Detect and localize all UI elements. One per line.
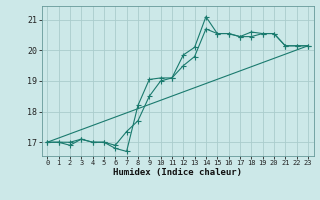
- X-axis label: Humidex (Indice chaleur): Humidex (Indice chaleur): [113, 168, 242, 177]
